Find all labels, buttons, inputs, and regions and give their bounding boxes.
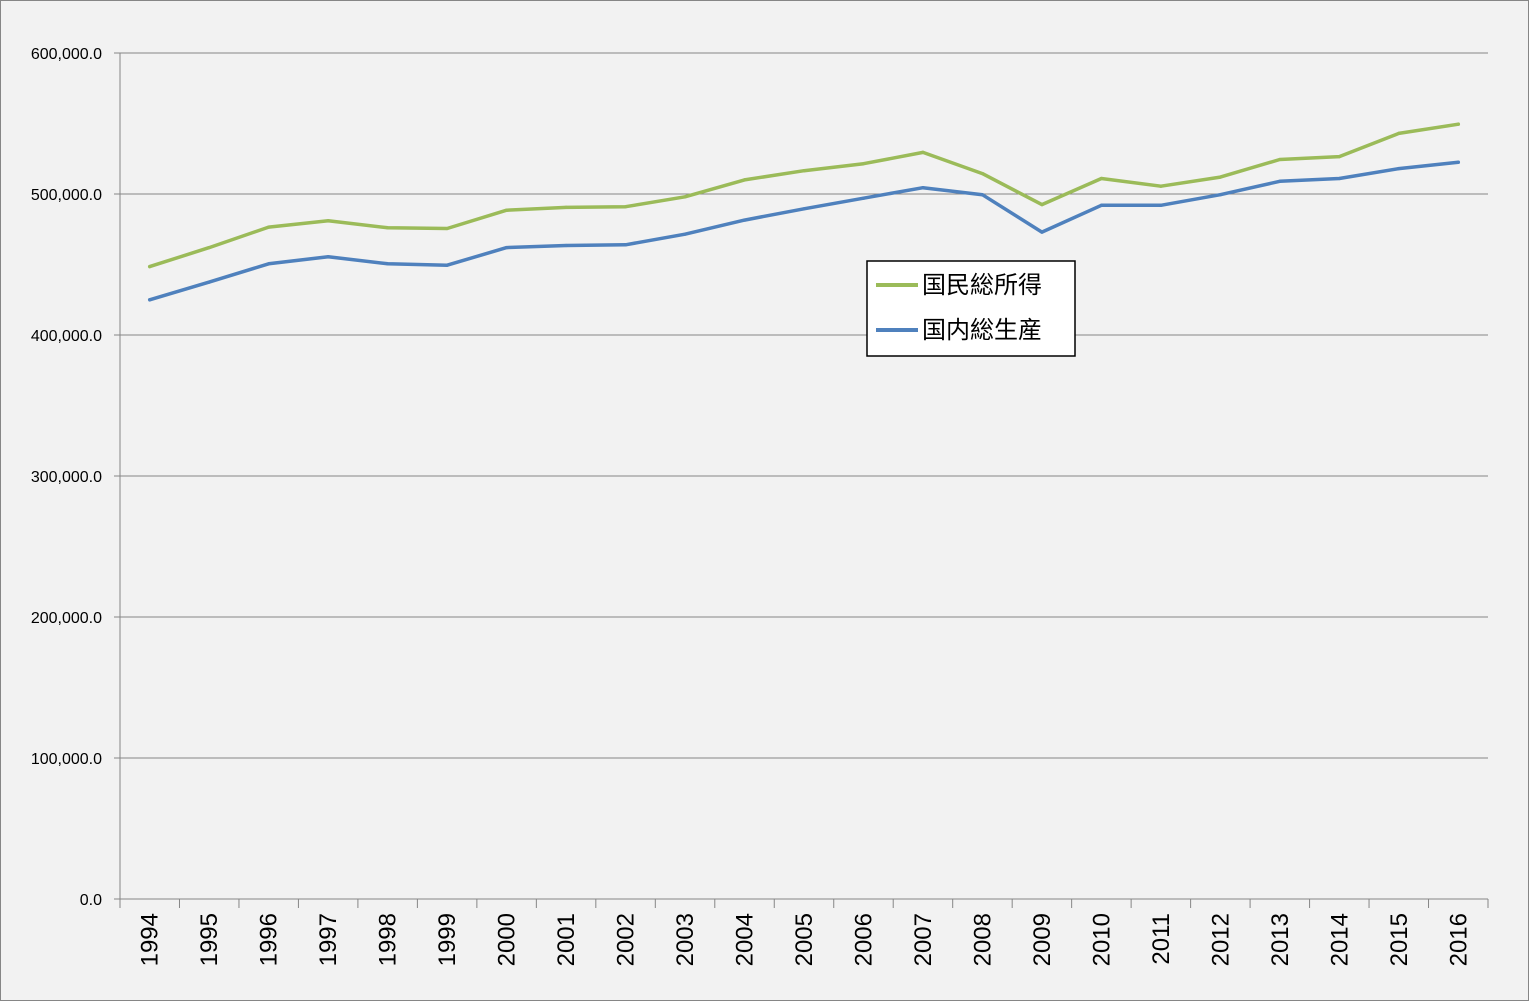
- data-point-gdp: [742, 218, 747, 222]
- x-tick-label: 2012: [1207, 913, 1234, 966]
- x-tick-label: 2006: [850, 913, 877, 966]
- x-tick-label: 2014: [1326, 913, 1353, 966]
- data-point-gdp: [1278, 179, 1282, 183]
- data-point-gni: [1397, 131, 1401, 135]
- x-tick-label: 1999: [434, 913, 461, 966]
- data-point-gni: [802, 169, 806, 173]
- data-point-gni: [1159, 184, 1163, 188]
- data-point-gni: [267, 225, 271, 229]
- series-line-gdp: [147, 160, 1461, 302]
- data-point-gni: [386, 226, 390, 230]
- data-point-gni: [683, 195, 687, 199]
- x-tick-label: 2003: [672, 913, 699, 966]
- data-point-gni: [564, 205, 568, 209]
- data-point-gdp: [1397, 167, 1401, 171]
- data-point-gni: [505, 208, 509, 212]
- data-point-gdp: [921, 186, 925, 190]
- data-point-gni: [1278, 157, 1282, 162]
- data-point-gni: [742, 178, 747, 182]
- data-point-gdp: [623, 243, 628, 247]
- data-point-gni: [980, 171, 985, 176]
- x-tick-label: 2015: [1386, 913, 1413, 966]
- x-tick-label: 2002: [613, 913, 640, 966]
- y-tick-label: 500,000.0: [31, 187, 102, 204]
- x-tick-label: 2000: [494, 913, 521, 966]
- x-tick-label: 2007: [910, 913, 937, 966]
- data-point-gdp: [148, 298, 152, 302]
- y-axis-tick-labels: 0.0 100,000.0 200,000.0 300,000.0 400,000.0 5…: [31, 46, 102, 909]
- data-point-gdp: [505, 245, 509, 250]
- axes: [114, 52, 1489, 908]
- y-tick-label: 300,000.0: [31, 469, 102, 486]
- data-point-gni: [1099, 176, 1103, 181]
- data-point-gdp: [1337, 176, 1341, 181]
- x-tick-label: 2004: [732, 913, 759, 966]
- x-tick-label: 2011: [1148, 913, 1175, 965]
- data-point-gni: [1456, 122, 1460, 126]
- x-tick-label: 1994: [137, 913, 164, 966]
- y-tick-label: 200,000.0: [31, 610, 102, 627]
- data-point-gni: [1337, 155, 1341, 159]
- x-tick-label: 2008: [969, 913, 996, 966]
- x-tick-label: 2013: [1267, 913, 1294, 966]
- data-point-gni: [623, 205, 628, 209]
- x-tick-label: 2001: [553, 913, 580, 966]
- data-point-gdp: [1218, 193, 1222, 197]
- data-point-gdp: [267, 262, 271, 266]
- data-point-gdp: [1456, 160, 1460, 164]
- data-point-gni: [921, 150, 925, 155]
- x-tick-label: 1995: [196, 913, 223, 966]
- x-tick-label: 2010: [1088, 913, 1115, 966]
- data-point-gni: [1040, 202, 1044, 207]
- data-point-gni: [148, 265, 152, 269]
- series-line-gni: [147, 122, 1461, 269]
- data-point-gni: [861, 162, 866, 166]
- data-point-gni: [207, 245, 211, 250]
- x-axis-tick-labels: 1994 1995 1996 1997 1998 1999 2000 2001 2002 2003…: [137, 913, 1473, 966]
- series-lines: [147, 122, 1461, 302]
- data-point-gdp: [207, 280, 211, 284]
- x-tick-label: 2009: [1029, 913, 1056, 966]
- data-point-gdp: [1040, 230, 1044, 234]
- x-tick-label: 2005: [791, 913, 818, 966]
- legend: 国民総所得 国内総生産: [866, 260, 1076, 357]
- x-tick-label: 1996: [256, 913, 283, 966]
- y-tick-label: 100,000.0: [31, 751, 102, 768]
- data-point-gdp: [1159, 203, 1163, 207]
- x-tick-label: 1998: [375, 913, 402, 966]
- legend-box: [866, 260, 1076, 357]
- data-point-gdp: [980, 193, 985, 197]
- y-tick-label: 0.0: [80, 892, 102, 909]
- legend-label-gdp: 国内総生産: [922, 316, 1042, 344]
- data-point-gdp: [445, 263, 449, 267]
- gridlines: [120, 52, 1488, 759]
- data-point-gdp: [1099, 203, 1103, 207]
- data-point-gdp: [683, 232, 687, 236]
- data-point-gdp: [386, 262, 390, 266]
- x-tick-label: 1997: [315, 913, 342, 966]
- data-point-gdp: [326, 255, 330, 259]
- data-point-gdp: [564, 243, 568, 248]
- data-point-gdp: [802, 207, 806, 211]
- y-tick-label: 400,000.0: [31, 328, 102, 345]
- x-tick-label: 2016: [1445, 913, 1472, 966]
- y-tick-label: 600,000.0: [31, 46, 102, 63]
- data-point-gni: [1218, 175, 1222, 179]
- data-point-gni: [326, 219, 330, 223]
- data-point-gni: [445, 226, 449, 231]
- legend-label-gni: 国民総所得: [922, 271, 1042, 299]
- data-point-gdp: [861, 196, 866, 200]
